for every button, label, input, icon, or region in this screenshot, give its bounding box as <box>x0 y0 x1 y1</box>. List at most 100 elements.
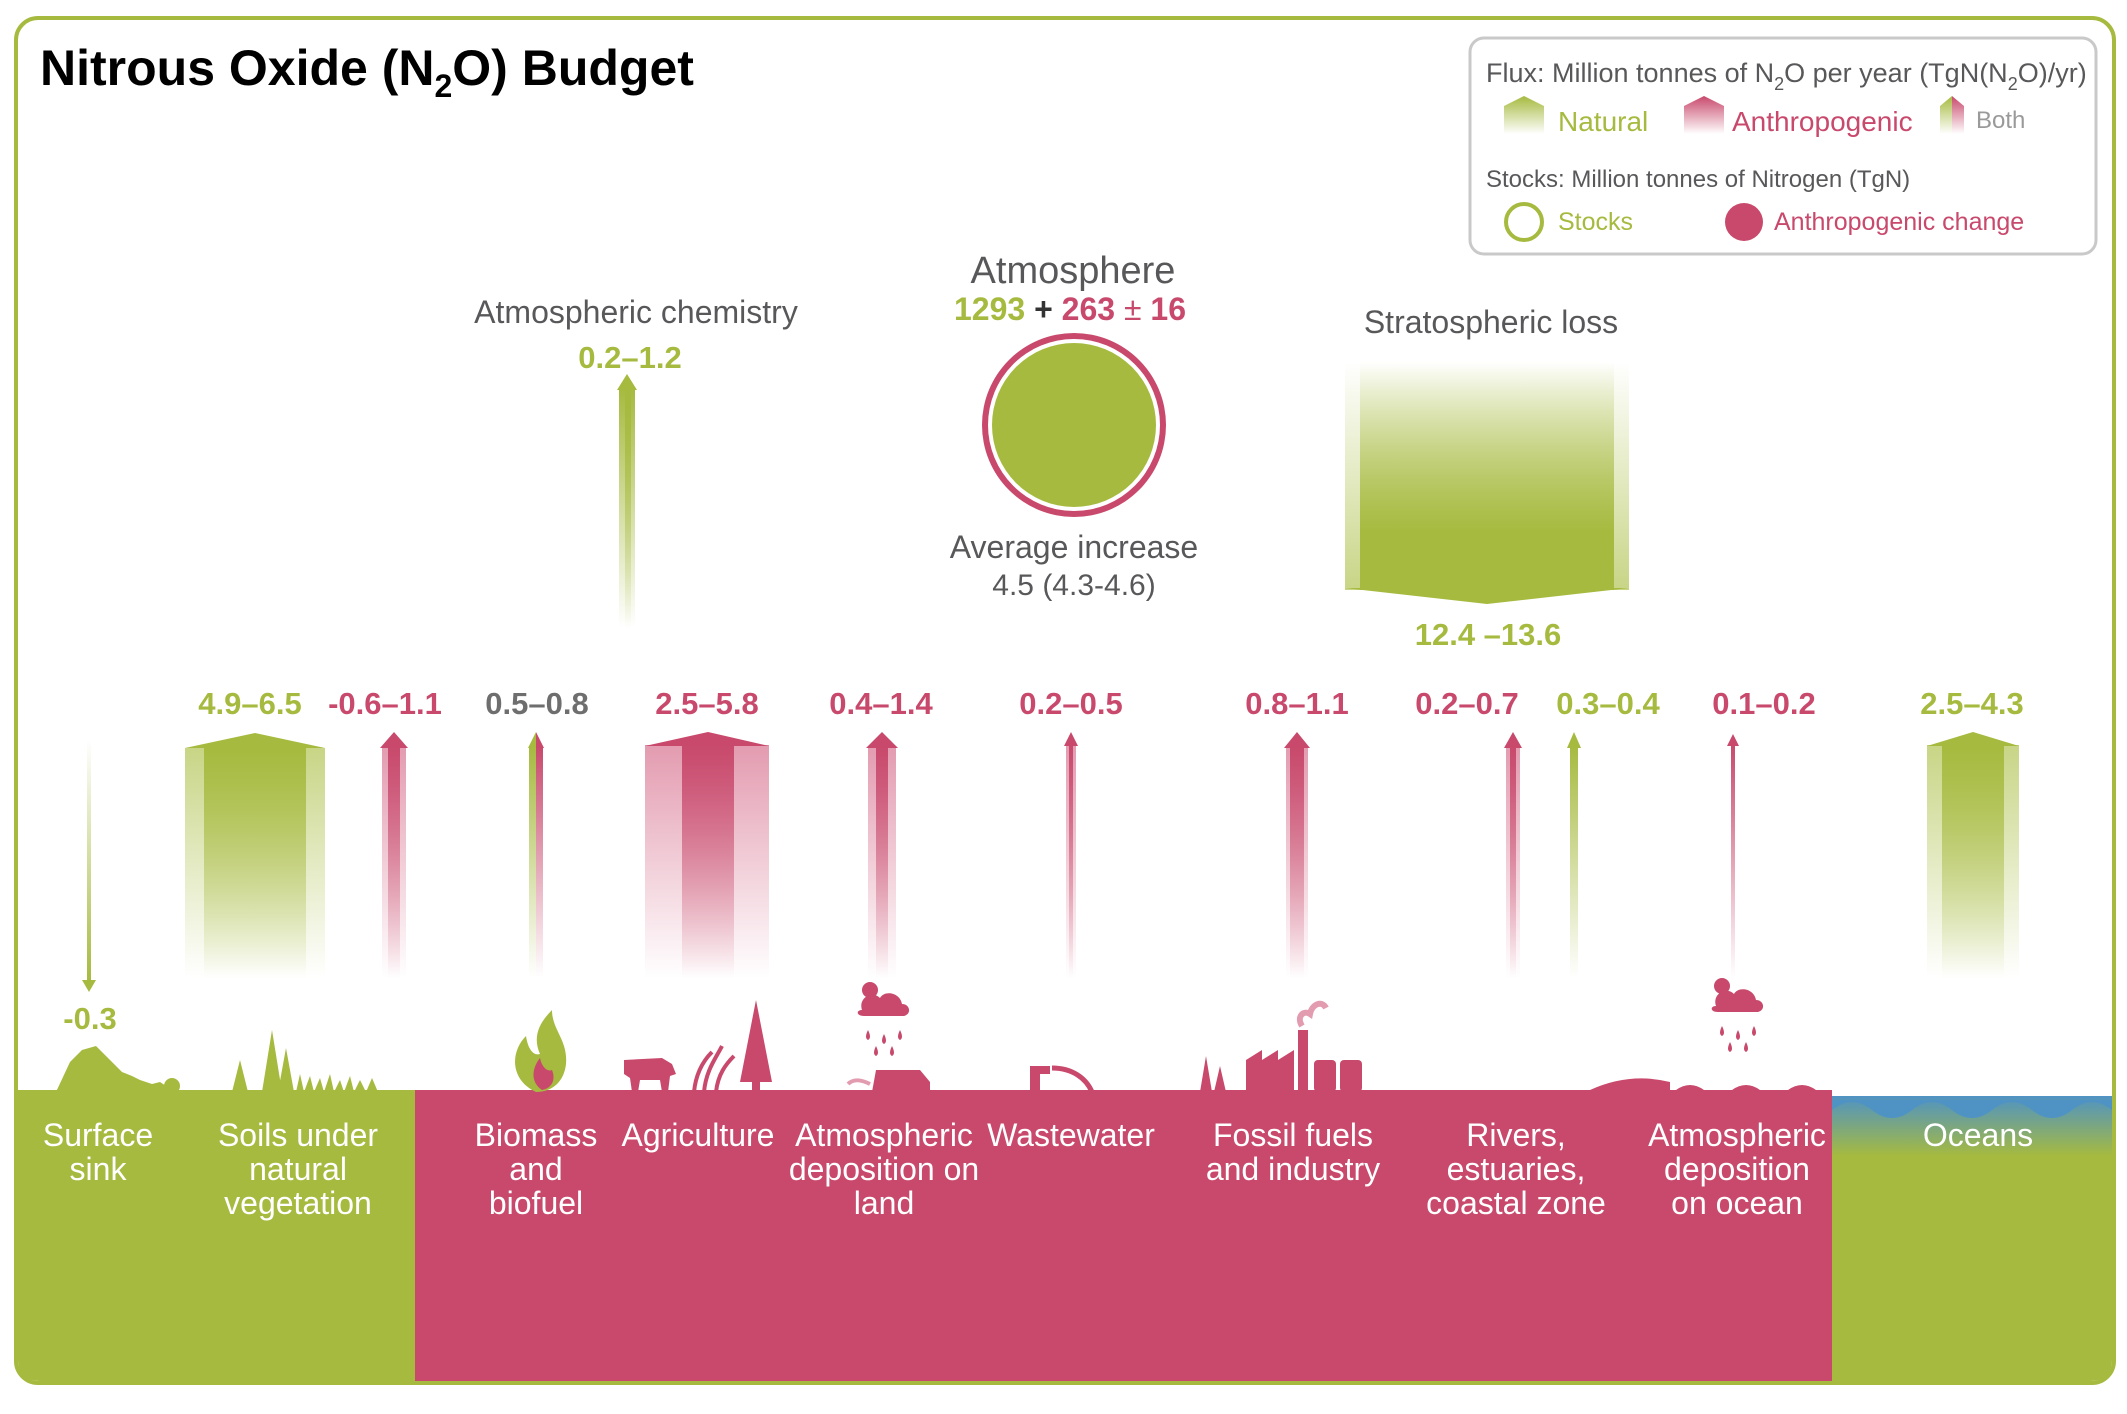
atmosphere-anthropogenic-change: 263 <box>1062 291 1115 327</box>
vehicle-icon <box>872 1070 930 1092</box>
legend-stocks-title: Stocks: Million tonnes of Nitrogen (TgN) <box>1486 166 1910 193</box>
legend-stocks-circle-icon <box>1504 202 1544 242</box>
flux-value-atmospheric-deposition-ocean: 0.1–0.2 <box>1712 686 1815 721</box>
atmospheric-chemistry-label: Atmospheric chemistry <box>474 294 798 330</box>
label-soils: Soils under natural vegetation <box>218 1117 378 1221</box>
rain-drops-land-icon <box>866 1030 902 1056</box>
storage-tank-icon-2 <box>1340 1060 1362 1092</box>
rivers-anthro-arrow-body <box>1510 746 1516 978</box>
legend-anthropogenic-change-circle-icon <box>1725 203 1763 241</box>
atmospheric-chemistry-value: 0.2–1.2 <box>578 340 681 375</box>
oceans-arrow-head-icon <box>1927 732 2019 746</box>
biomass-arrow-natural <box>529 746 536 978</box>
rain-drops-ocean-icon <box>1720 1026 1756 1052</box>
pipe-icon <box>1030 1066 1050 1092</box>
factory-icon <box>1246 1050 1294 1092</box>
label-biomass: Biomass and biofuel <box>475 1117 598 1221</box>
soils-anthro-arrow-body <box>388 746 400 978</box>
legend-anthropogenic-arrow-icon <box>1684 96 1724 134</box>
fossil-arrow-head-icon <box>1284 732 1310 748</box>
rivers-natural-arrow-head-icon <box>1567 732 1581 748</box>
biomass-arrow-head-anthropogenic-icon <box>536 732 544 748</box>
flux-value-fossil-fuels: 0.8–1.1 <box>1245 686 1348 721</box>
rivers-natural-arrow-body <box>1570 746 1578 978</box>
flame-icon <box>515 1010 567 1092</box>
legend-anthropogenic-label: Anthropogenic <box>1732 106 1913 137</box>
flux-value-soils: 4.9–6.5 <box>198 686 301 721</box>
surface-sink-arrow-shaft <box>87 740 91 982</box>
atm-dep-land-arrow-head-icon <box>866 732 898 748</box>
exhaust-icon <box>846 1078 871 1086</box>
legend-natural-arrow-icon <box>1504 96 1544 134</box>
biomass-arrow-head-natural-icon <box>528 732 536 748</box>
label-surface-sink: Surface sink <box>43 1117 153 1187</box>
surface-sink-arrow-head-icon <box>82 980 96 992</box>
label-atmospheric-deposition-ocean: Atmospheric deposition on ocean <box>1648 1117 1826 1221</box>
atmosphere-title: Atmosphere <box>971 250 1176 292</box>
label-oceans: Oceans <box>1923 1117 2033 1153</box>
natural-ground-left <box>18 1090 415 1381</box>
flame-inner-icon <box>533 1058 554 1090</box>
cow-icon <box>624 1058 676 1092</box>
soils-arrow-head-icon <box>185 733 325 748</box>
biomass-arrow-anthropogenic <box>536 746 543 978</box>
atmosphere-stock-values: 1293 + 263 ± 16 <box>954 291 1186 327</box>
atm-dep-ocean-arrow-body <box>1731 744 1735 978</box>
legend-box <box>1468 36 2098 256</box>
legend-flux-title: Flux: Million tonnes of N2O per year (Tg… <box>1486 58 2087 94</box>
grass-icon <box>296 1074 378 1092</box>
label-fossil-fuels: Fossil fuels and industry <box>1206 1117 1380 1187</box>
water-outflow-icon <box>1051 1065 1095 1094</box>
crops-icon <box>692 1045 736 1093</box>
ground-labels: Surface sink Soils under natural vegetation… <box>43 1117 2033 1221</box>
atmosphere-stock: Atmosphere 1293 + 263 ± 16 Average incre… <box>950 250 1198 602</box>
legend-natural-label: Natural <box>1558 106 1648 137</box>
estuary-shore <box>1590 1078 1670 1090</box>
rain-cloud-ocean-icon <box>1711 989 1764 1012</box>
fossil-arrow-body <box>1290 746 1304 978</box>
flux-value-agriculture: 2.5–5.8 <box>655 686 758 721</box>
flux-value-rivers-anthropogenic: 0.2–0.7 <box>1415 686 1518 721</box>
legend: Flux: Million tonnes of N2O per year (Tg… <box>1468 36 2098 256</box>
average-increase-value: 4.5 (4.3-4.6) <box>992 569 1155 602</box>
flux-value-rivers-natural: 0.3–0.4 <box>1556 686 1660 721</box>
oceans-arrow-body <box>1942 745 2004 978</box>
agriculture-arrow-body <box>682 745 734 978</box>
flux-value-oceans: 2.5–4.3 <box>1920 686 2023 721</box>
smokestack-icon <box>1298 1030 1308 1092</box>
legend-both-arrow-icon-left <box>1940 96 1952 134</box>
label-wastewater: Wastewater <box>987 1117 1155 1153</box>
flux-arrows <box>82 732 2019 992</box>
soils-anthro-arrow-head-icon <box>380 732 408 748</box>
sun-ocean-icon <box>1714 978 1730 994</box>
ground-icons <box>56 978 1764 1094</box>
stratospheric-loss-arrow-body <box>1360 362 1614 590</box>
diagram-title: Nitrous Oxide (N2O) Budget <box>40 40 694 104</box>
flux-value-soils-anthropogenic: -0.6–1.1 <box>328 686 442 721</box>
atmospheric-chemistry-arrow-head-icon <box>617 374 637 390</box>
flux-value-biomass: 0.5–0.8 <box>485 686 588 721</box>
legend-stocks-label: Stocks <box>1558 208 1633 236</box>
atmospheric-chemistry-arrow-core <box>625 388 631 628</box>
rivers-anthro-arrow-head-icon <box>1504 732 1522 748</box>
industry-trees-icon <box>1200 1056 1226 1092</box>
natural-trees-icon <box>232 1030 294 1092</box>
legend-both-arrow-icon-right <box>1952 96 1964 134</box>
pine-trunk-icon <box>752 1080 760 1092</box>
stratospheric-loss-value: 12.4 –13.6 <box>1415 617 1562 652</box>
stratospheric-loss-arrow-head-icon <box>1345 588 1629 604</box>
mountain-icon <box>56 1046 182 1092</box>
flux-value-wastewater: 0.2–0.5 <box>1019 686 1122 721</box>
sun-icon <box>862 982 878 998</box>
atmospheric-chemistry-flux: Atmospheric chemistry 0.2–1.2 <box>474 294 798 628</box>
average-increase-label: Average increase <box>950 529 1198 565</box>
rain-cloud-land-icon <box>857 993 910 1016</box>
wastewater-arrow-head-icon <box>1064 732 1078 746</box>
label-atmospheric-deposition-land: Atmospheric deposition on land <box>789 1117 979 1221</box>
wastewater-arrow-body <box>1069 744 1073 978</box>
flux-value-atmospheric-deposition-land: 0.4–1.4 <box>829 686 933 721</box>
atm-dep-ocean-arrow-head-icon <box>1727 734 1739 746</box>
label-agriculture: Agriculture <box>622 1117 775 1153</box>
